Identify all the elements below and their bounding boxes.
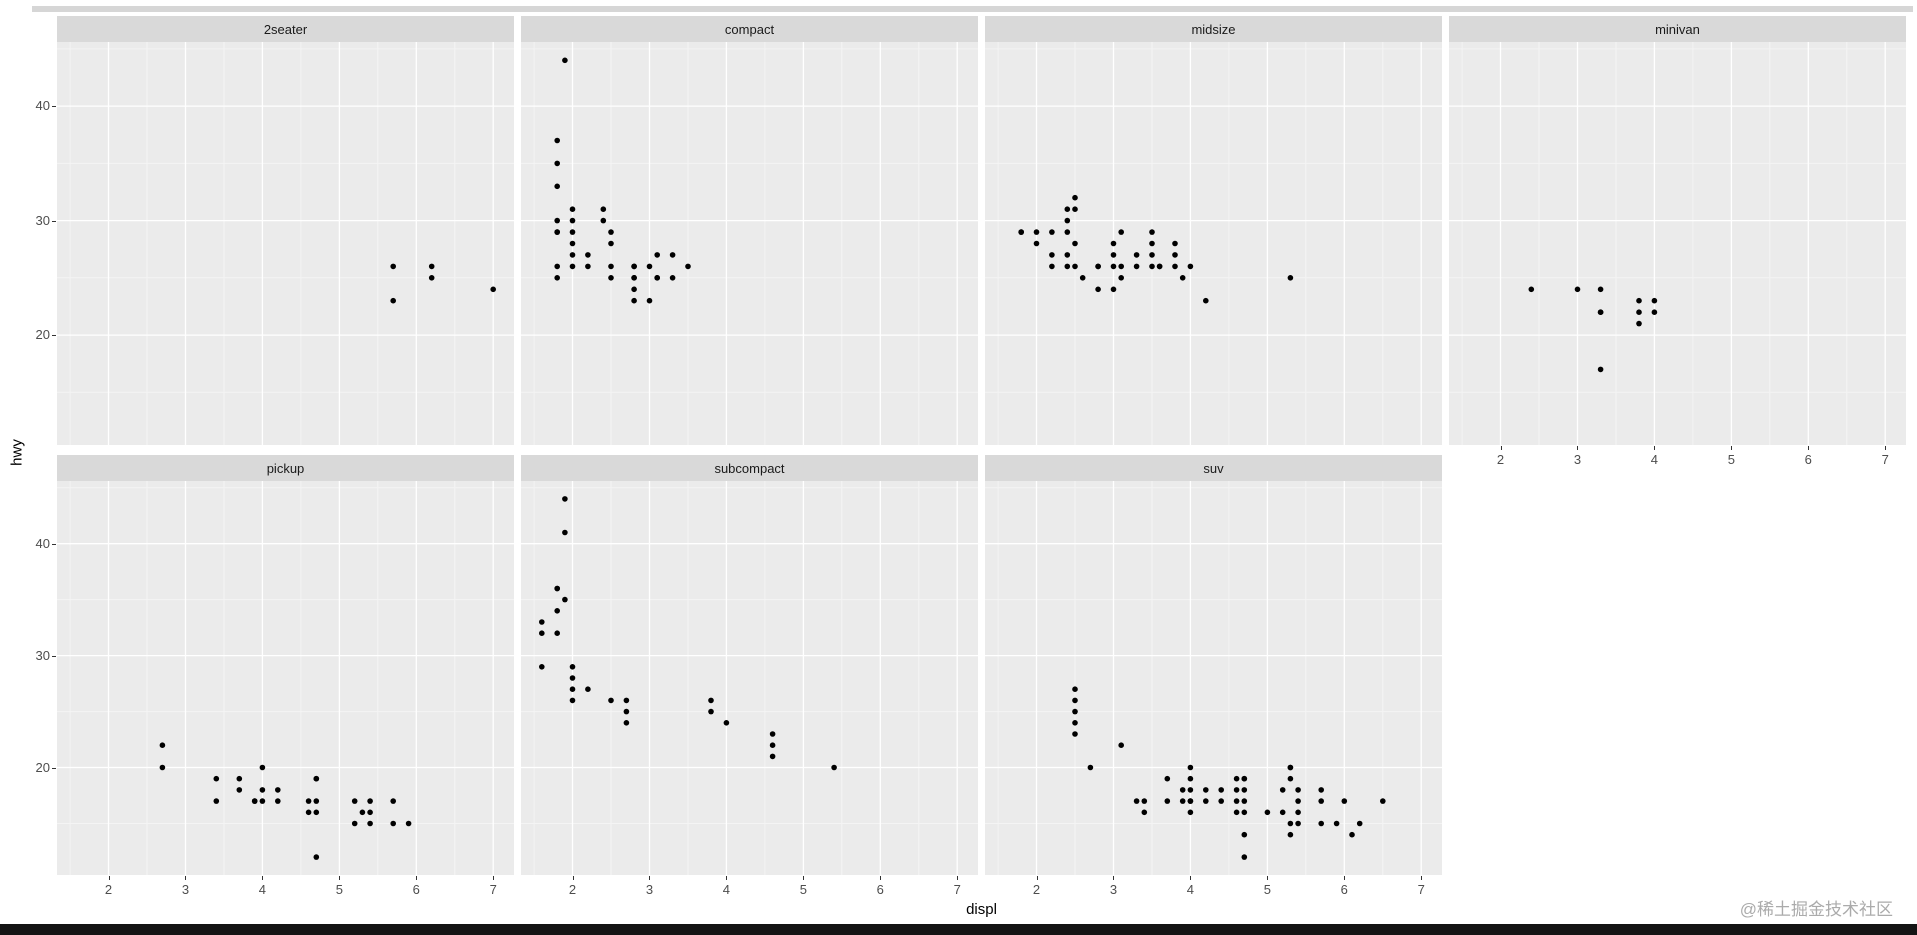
x-tick-mark — [1190, 876, 1192, 880]
y-tick-mark — [52, 220, 56, 222]
x-tick-mark — [1267, 876, 1269, 880]
y-tick-label: 40 — [35, 98, 50, 114]
x-tick-label: 4 — [722, 882, 731, 897]
x-tick-label: 5 — [799, 882, 807, 897]
x-tick-mark — [108, 876, 110, 880]
x-tick-mark — [1577, 446, 1579, 450]
x-tick-mark — [1421, 876, 1423, 880]
bottom-bar — [0, 924, 1917, 935]
y-tick-label: 30 — [35, 212, 50, 228]
x-tick-mark — [649, 876, 651, 880]
facet-strip-label: subcompact — [714, 460, 785, 476]
facet-minivan: minivan — [1449, 16, 1906, 445]
x-tick-label: 6 — [1340, 882, 1348, 897]
facet-midsize: midsize — [985, 16, 1442, 445]
x-tick-mark — [572, 876, 574, 880]
scatter-panel — [57, 42, 514, 445]
y-tick-label: 20 — [35, 327, 50, 343]
x-tick-mark — [1654, 446, 1656, 450]
facet-strip-label: pickup — [266, 460, 305, 476]
y-tick-label: 30 — [35, 647, 50, 663]
x-tick-mark — [339, 876, 341, 880]
x-tick-mark — [1113, 876, 1115, 880]
facet-strip-label: minivan — [1655, 21, 1700, 37]
y-tick-mark — [52, 655, 56, 657]
x-axis-title: displ — [966, 901, 997, 918]
y-axis-title: hwy — [8, 439, 26, 466]
x-tick-mark — [880, 876, 882, 880]
facet-subcompact: subcompact — [521, 455, 978, 875]
x-tick-label: 7 — [489, 882, 497, 897]
x-tick-mark — [803, 876, 805, 880]
x-tick-mark — [1808, 446, 1810, 450]
facet-strip: compact — [521, 16, 978, 42]
x-tick-label: 3 — [645, 882, 654, 897]
x-tick-mark — [726, 876, 728, 880]
x-tick-label: 7 — [953, 882, 961, 897]
x-tick-mark — [1344, 876, 1346, 880]
scatter-panel — [1449, 42, 1906, 445]
facet-strip: suv — [985, 455, 1442, 481]
facet-suv: suv — [985, 455, 1442, 875]
x-tick-mark — [1500, 446, 1502, 450]
x-tick-label: 2 — [1032, 882, 1041, 897]
y-tick-mark — [52, 106, 56, 108]
x-tick-label: 5 — [1263, 882, 1271, 897]
x-tick-label: 2 — [104, 882, 113, 897]
x-tick-mark — [416, 876, 418, 880]
x-tick-mark — [262, 876, 264, 880]
facet-strip-label: compact — [724, 21, 775, 37]
x-tick-label: 4 — [258, 882, 267, 897]
x-tick-mark — [1731, 446, 1733, 450]
scatter-panel — [985, 481, 1442, 875]
x-tick-mark — [1885, 446, 1887, 450]
x-tick-mark — [957, 876, 959, 880]
y-tick-mark — [52, 543, 56, 545]
scatter-panel — [521, 42, 978, 445]
facet-strip-label: midsize — [1191, 21, 1236, 37]
facet-strip: subcompact — [521, 455, 978, 481]
top-divider — [32, 6, 1913, 12]
x-tick-label: 2 — [568, 882, 577, 897]
x-tick-label: 6 — [876, 882, 884, 897]
y-tick-label: 20 — [35, 759, 50, 775]
watermark: @稀土掘金技术社区 — [1739, 900, 1893, 919]
x-tick-label: 6 — [1804, 452, 1812, 467]
scatter-panel — [985, 42, 1442, 445]
x-tick-label: 3 — [1109, 882, 1118, 897]
x-tick-label: 4 — [1186, 882, 1195, 897]
x-tick-label: 7 — [1417, 882, 1425, 897]
facet-strip: minivan — [1449, 16, 1906, 42]
facet-2seater: 2seater — [57, 16, 514, 445]
facet-pickup: pickup — [57, 455, 514, 875]
facet-compact: compact — [521, 16, 978, 445]
x-tick-label: 6 — [412, 882, 420, 897]
x-tick-label: 4 — [1650, 452, 1659, 467]
scatter-panel — [521, 481, 978, 875]
x-tick-label: 2 — [1496, 452, 1505, 467]
x-tick-label: 7 — [1881, 452, 1889, 467]
facet-strip: midsize — [985, 16, 1442, 42]
facet-strip-label: suv — [1203, 460, 1224, 476]
facet-strip-label: 2seater — [263, 21, 308, 37]
x-tick-label: 3 — [181, 882, 190, 897]
x-tick-label: 5 — [1727, 452, 1735, 467]
y-tick-mark — [52, 335, 56, 337]
scatter-panel — [57, 481, 514, 875]
y-tick-mark — [52, 767, 56, 769]
facet-strip: 2seater — [57, 16, 514, 42]
x-tick-mark — [185, 876, 187, 880]
x-tick-mark — [493, 876, 495, 880]
x-tick-mark — [1036, 876, 1038, 880]
x-tick-label: 3 — [1573, 452, 1582, 467]
x-tick-label: 5 — [335, 882, 343, 897]
facet-strip: pickup — [57, 455, 514, 481]
y-tick-label: 40 — [35, 535, 50, 551]
